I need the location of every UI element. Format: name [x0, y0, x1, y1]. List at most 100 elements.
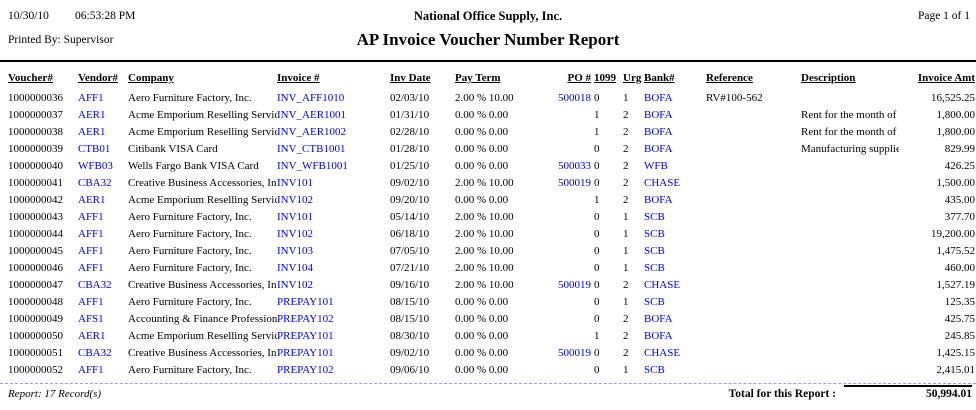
- printed-by: Printed By: Supervisor: [8, 34, 114, 46]
- page-indicator: Page 1 of 1: [917, 10, 970, 22]
- cell-urg: 1: [623, 92, 629, 104]
- cell-urg: 1: [623, 245, 629, 257]
- column-header-amount: Invoice Amt: [917, 72, 975, 84]
- table-row: 1000000051 CBA32 Creative Business Accesso…: [8, 345, 975, 362]
- cell-po[interactable]: 500033: [558, 160, 591, 172]
- cell-reference: [706, 260, 801, 277]
- cell-invoice[interactable]: PREPAY102: [277, 313, 334, 325]
- cell-bank[interactable]: BOFA: [644, 109, 673, 121]
- cell-bank[interactable]: BOFA: [644, 330, 673, 342]
- cell-invoice[interactable]: INV_WFB1001: [277, 160, 348, 172]
- cell-invoice[interactable]: PREPAY101: [277, 347, 334, 359]
- cell-vendor[interactable]: CTB01: [78, 143, 111, 155]
- column-header-vendor: Vendor#: [78, 72, 118, 84]
- cell-description: [801, 243, 899, 260]
- cell-voucher: 1000000044: [8, 228, 63, 240]
- cell-description: Rent for the month of F: [801, 126, 899, 138]
- cell-bank[interactable]: CHASE: [644, 347, 681, 359]
- cell-invoice[interactable]: INV102: [277, 279, 314, 291]
- cell-vendor[interactable]: CBA32: [78, 347, 112, 359]
- cell-bank[interactable]: SCB: [644, 245, 665, 257]
- cell-vendor[interactable]: AFF1: [78, 296, 104, 308]
- cell-voucher: 1000000049: [8, 313, 63, 325]
- cell-bank[interactable]: WFB: [644, 160, 668, 172]
- cell-bank[interactable]: SCB: [644, 296, 665, 308]
- cell-reference: RV#100-562: [706, 92, 763, 104]
- cell-vendor[interactable]: AFF1: [78, 228, 104, 240]
- cell-company: Wells Fargo Bank VISA Card: [128, 160, 259, 172]
- cell-urg: 2: [623, 347, 629, 359]
- table-row: 1000000052 AFF1 Aero Furniture Factory, In…: [8, 362, 975, 379]
- cell-description: Rent for the month of Ja: [801, 109, 899, 121]
- table-body: 1000000036 AFF1 Aero Furniture Factory, In…: [8, 90, 975, 379]
- cell-invoice[interactable]: INV_AER1002: [277, 126, 347, 138]
- cell-po[interactable]: 500019: [558, 279, 591, 291]
- cell-bank[interactable]: SCB: [644, 228, 665, 240]
- voucher-table: Voucher# Vendor# Company Invoice # Inv Date P…: [8, 71, 975, 379]
- cell-amount: 435.00: [944, 194, 975, 206]
- cell-vendor[interactable]: AFF1: [78, 245, 104, 257]
- table-row: 1000000038 AER1 Acme Emporium Reselling Se…: [8, 124, 975, 141]
- cell-vendor[interactable]: AFF1: [78, 92, 104, 104]
- cell-bank[interactable]: BOFA: [644, 92, 673, 104]
- cell-description: [801, 345, 899, 362]
- cell-invoice[interactable]: INV101: [277, 211, 314, 223]
- cell-vendor[interactable]: AER1: [78, 194, 106, 206]
- column-header-po: PO #: [567, 72, 591, 84]
- cell-bank[interactable]: BOFA: [644, 126, 673, 138]
- cell-bank[interactable]: BOFA: [644, 194, 673, 206]
- cell-bank[interactable]: CHASE: [644, 177, 681, 189]
- cell-vendor[interactable]: CBA32: [78, 177, 112, 189]
- cell-pay_term: 2.00 % 10.00: [455, 211, 514, 223]
- cell-c1099: 0: [594, 228, 600, 240]
- cell-c1099: 0: [594, 262, 600, 274]
- cell-pay_term: 0.00 % 0.00: [455, 109, 509, 121]
- column-header-voucher: Voucher#: [8, 72, 53, 84]
- cell-urg: 1: [623, 228, 629, 240]
- column-header-urg: Urg: [623, 72, 642, 84]
- cell-vendor[interactable]: AFF1: [78, 364, 104, 376]
- cell-invoice[interactable]: PREPAY101: [277, 330, 334, 342]
- cell-amount: 125.35: [944, 296, 975, 308]
- cell-c1099: 0: [594, 177, 600, 189]
- cell-vendor[interactable]: WFB03: [78, 160, 113, 172]
- cell-vendor[interactable]: AFF1: [78, 262, 104, 274]
- cell-vendor[interactable]: AER1: [78, 330, 106, 342]
- cell-pay_term: 0.00 % 0.00: [455, 126, 509, 138]
- cell-invoice[interactable]: INV102: [277, 228, 314, 240]
- cell-invoice[interactable]: INV103: [277, 245, 314, 257]
- cell-vendor[interactable]: CBA32: [78, 279, 112, 291]
- cell-reference: [706, 158, 801, 175]
- header-rule: [0, 60, 976, 62]
- cell-invoice[interactable]: INV101: [277, 177, 314, 189]
- cell-bank[interactable]: SCB: [644, 262, 665, 274]
- cell-vendor[interactable]: AFS1: [78, 313, 104, 325]
- cell-company: Creative Business Accessories, In: [128, 347, 277, 359]
- cell-voucher: 1000000045: [8, 245, 63, 257]
- cell-inv_date: 09/06/10: [390, 364, 430, 376]
- cell-po[interactable]: 500018: [558, 92, 591, 104]
- cell-invoice[interactable]: INV_AER1001: [277, 109, 347, 121]
- cell-bank[interactable]: BOFA: [644, 313, 673, 325]
- cell-reference: [706, 362, 801, 379]
- cell-invoice[interactable]: INV_AFF1010: [277, 92, 345, 104]
- cell-bank[interactable]: CHASE: [644, 279, 681, 291]
- cell-bank[interactable]: BOFA: [644, 143, 673, 155]
- cell-invoice[interactable]: INV102: [277, 194, 314, 206]
- cell-bank[interactable]: SCB: [644, 364, 665, 376]
- cell-reference: [706, 209, 801, 226]
- cell-vendor[interactable]: AER1: [78, 109, 106, 121]
- cell-vendor[interactable]: AER1: [78, 126, 106, 138]
- cell-invoice[interactable]: PREPAY102: [277, 364, 334, 376]
- cell-reference: [706, 328, 801, 345]
- cell-description: [801, 294, 899, 311]
- cell-invoice[interactable]: INV_CTB1001: [277, 143, 346, 155]
- cell-invoice[interactable]: INV104: [277, 262, 314, 274]
- cell-bank[interactable]: SCB: [644, 211, 665, 223]
- cell-vendor[interactable]: AFF1: [78, 211, 104, 223]
- cell-invoice[interactable]: PREPAY101: [277, 296, 334, 308]
- cell-po[interactable]: 500019: [558, 177, 591, 189]
- cell-po: [535, 209, 591, 226]
- cell-po[interactable]: 500019: [558, 347, 591, 359]
- report-total-label: Total for this Report :: [728, 388, 836, 400]
